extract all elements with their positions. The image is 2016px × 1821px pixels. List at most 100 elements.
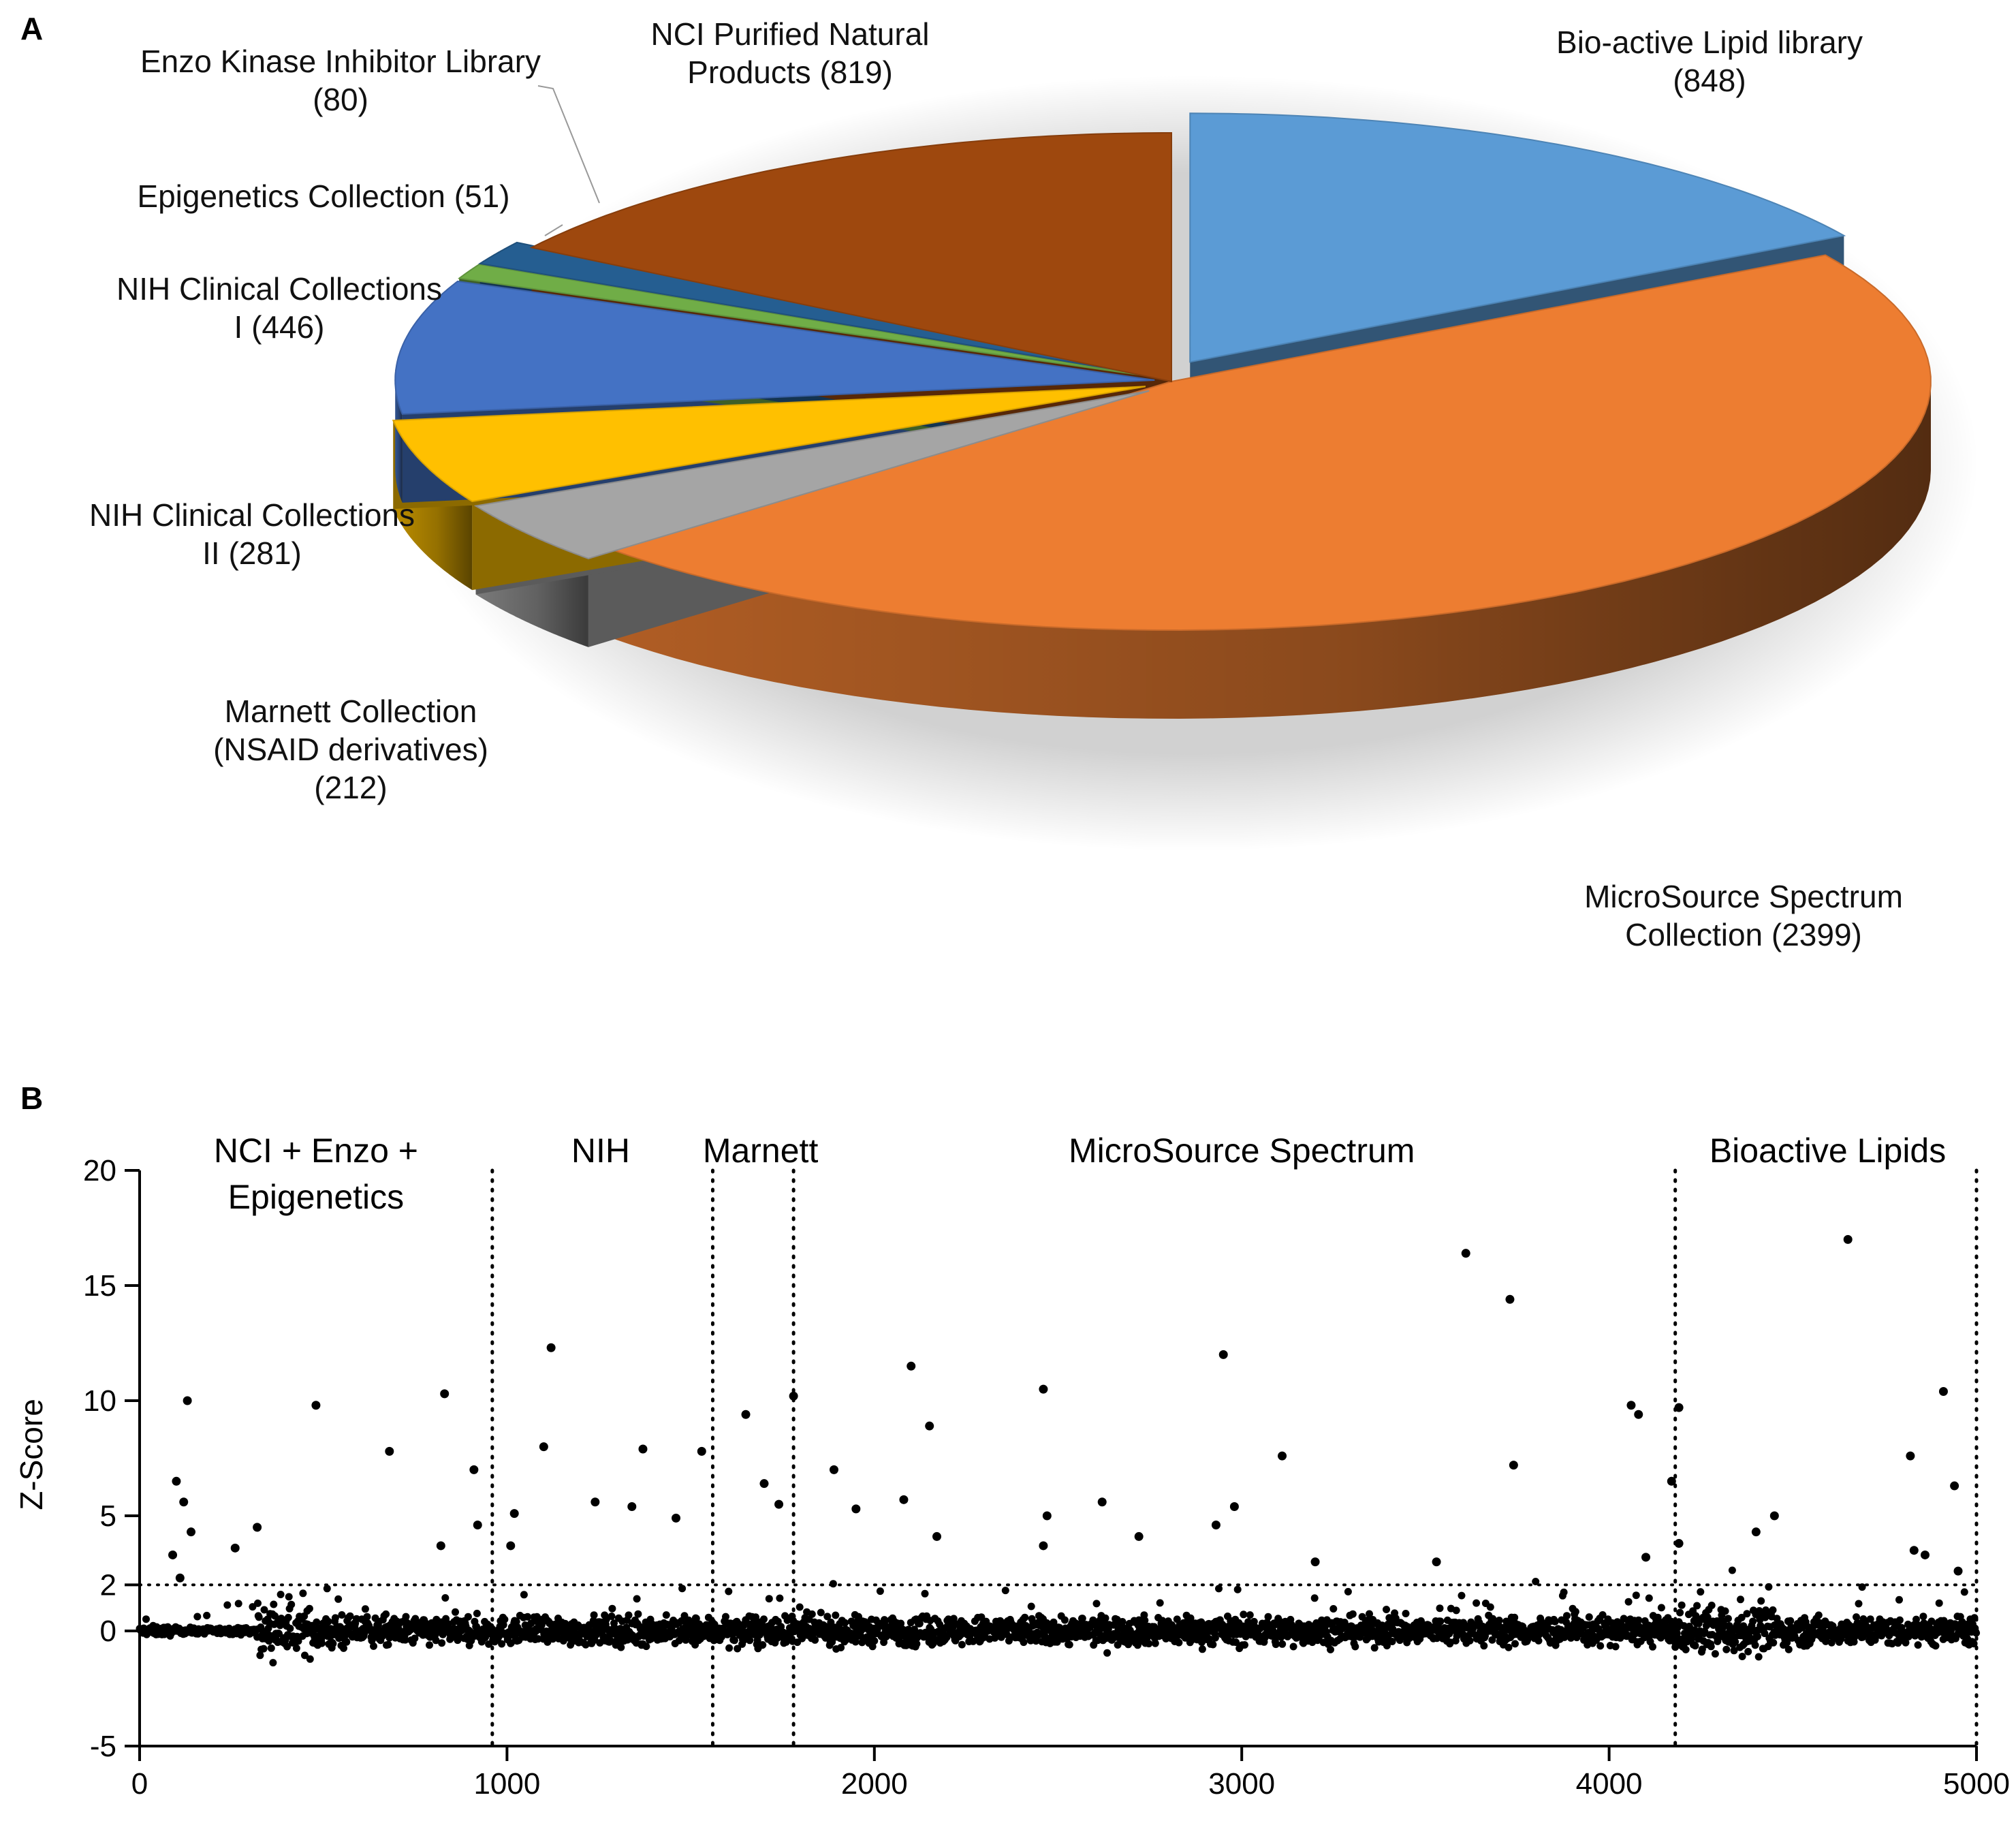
- pie-chart-panel: A Bio-active Lipid library (848) MicroSour…: [20, 11, 1979, 952]
- pie-label-line: Bio-active Lipid library: [1556, 25, 1863, 60]
- data-point: [1645, 1594, 1653, 1602]
- data-point-hit: [506, 1541, 516, 1551]
- data-point: [1635, 1616, 1643, 1624]
- data-point: [1173, 1615, 1181, 1623]
- data-point-hit: [1310, 1557, 1320, 1567]
- y-tick-label: 2: [100, 1568, 116, 1602]
- data-point: [1488, 1636, 1496, 1644]
- data-point: [1263, 1619, 1271, 1627]
- data-point: [1001, 1587, 1009, 1595]
- data-point: [811, 1636, 819, 1644]
- data-point: [1452, 1606, 1460, 1615]
- data-point: [361, 1605, 369, 1613]
- x-tick-label: 3000: [1208, 1767, 1275, 1801]
- data-point-hit: [168, 1550, 178, 1559]
- data-point: [1970, 1640, 1978, 1648]
- data-point: [1743, 1610, 1751, 1618]
- data-point: [1673, 1630, 1681, 1637]
- pie-label-5: Epigenetics Collection (51): [137, 178, 509, 214]
- data-point: [1232, 1638, 1240, 1647]
- data-point: [1198, 1645, 1206, 1653]
- data-point: [305, 1604, 313, 1613]
- pie-label-line: (80): [313, 82, 368, 117]
- data-point-hit: [1906, 1451, 1915, 1461]
- data-point: [286, 1624, 294, 1632]
- data-point: [1737, 1596, 1744, 1604]
- data-point: [1466, 1636, 1474, 1645]
- data-point: [1151, 1639, 1159, 1647]
- pie-label-line: (848): [1673, 63, 1746, 98]
- data-point-hit: [1039, 1541, 1048, 1551]
- pie-label-line: I (446): [234, 309, 325, 345]
- data-point: [473, 1609, 481, 1617]
- data-point: [936, 1621, 944, 1628]
- y-tick-label: 20: [83, 1154, 116, 1187]
- data-point: [301, 1651, 309, 1660]
- region-label-line: Epigenetics: [228, 1178, 405, 1216]
- leader-line-epigenetics: [544, 224, 563, 236]
- data-point: [1724, 1615, 1732, 1623]
- data-point-hit: [1938, 1386, 1948, 1396]
- data-point: [1224, 1631, 1232, 1639]
- data-point: [1960, 1588, 1968, 1596]
- data-point: [1495, 1617, 1503, 1624]
- data-point: [269, 1659, 277, 1667]
- data-point-hit: [774, 1499, 784, 1509]
- data-point: [294, 1637, 302, 1645]
- data-point: [1757, 1597, 1765, 1605]
- data-point-hit: [829, 1465, 838, 1474]
- data-point: [1855, 1600, 1863, 1608]
- data-point-hit: [1097, 1497, 1107, 1507]
- pie-label-line: MicroSource Spectrum: [1584, 879, 1903, 914]
- data-point: [1738, 1653, 1746, 1660]
- data-point: [1783, 1638, 1791, 1647]
- data-point: [1693, 1602, 1701, 1610]
- data-point-hit: [1909, 1546, 1919, 1555]
- data-point: [678, 1585, 687, 1593]
- data-point: [324, 1617, 332, 1625]
- data-point: [796, 1603, 804, 1611]
- data-point: [1092, 1600, 1101, 1608]
- data-point: [331, 1614, 339, 1622]
- data-point-hit: [1843, 1234, 1853, 1244]
- data-point: [1914, 1641, 1922, 1649]
- data-point-hit: [385, 1446, 394, 1456]
- data-point: [760, 1615, 768, 1623]
- data-point-hit: [851, 1504, 861, 1514]
- data-point: [642, 1643, 650, 1651]
- pie-label-line: NIH Clinical Collections: [116, 271, 442, 307]
- data-point: [776, 1594, 784, 1602]
- data-point: [832, 1611, 840, 1619]
- data-point-hit: [473, 1521, 482, 1530]
- data-point: [1731, 1638, 1739, 1646]
- data-point: [915, 1619, 924, 1628]
- data-point: [534, 1635, 542, 1643]
- x-tick-label: 5000: [1943, 1767, 2010, 1801]
- data-point: [1769, 1606, 1777, 1614]
- data-point-hit: [932, 1531, 941, 1541]
- data-point-hit: [175, 1573, 185, 1583]
- data-point: [318, 1639, 326, 1647]
- data-point: [256, 1651, 264, 1660]
- data-point: [498, 1640, 506, 1648]
- region-labels: NCI + Enzo + Epigenetics NIH Marnett MicroSo…: [214, 1132, 1946, 1216]
- data-point-hit: [539, 1442, 548, 1452]
- data-point: [193, 1613, 202, 1621]
- data-point: [1765, 1583, 1773, 1591]
- data-point: [549, 1635, 557, 1643]
- data-point: [223, 1601, 232, 1609]
- region-label-line: Bioactive Lipids: [1710, 1132, 1946, 1170]
- data-point: [203, 1611, 211, 1619]
- data-point: [1585, 1613, 1593, 1621]
- data-point-hit: [440, 1389, 450, 1399]
- data-point: [259, 1645, 268, 1653]
- data-point-hit: [1769, 1511, 1779, 1521]
- pie-label-line: Marnett Collection: [225, 694, 477, 729]
- data-point: [958, 1640, 966, 1649]
- data-point: [1246, 1611, 1254, 1619]
- data-point-hit: [1950, 1481, 1959, 1491]
- data-point: [1366, 1610, 1373, 1618]
- data-point-hit: [1134, 1531, 1144, 1541]
- region-label-4: Bioactive Lipids: [1710, 1132, 1946, 1170]
- data-point: [1209, 1640, 1217, 1649]
